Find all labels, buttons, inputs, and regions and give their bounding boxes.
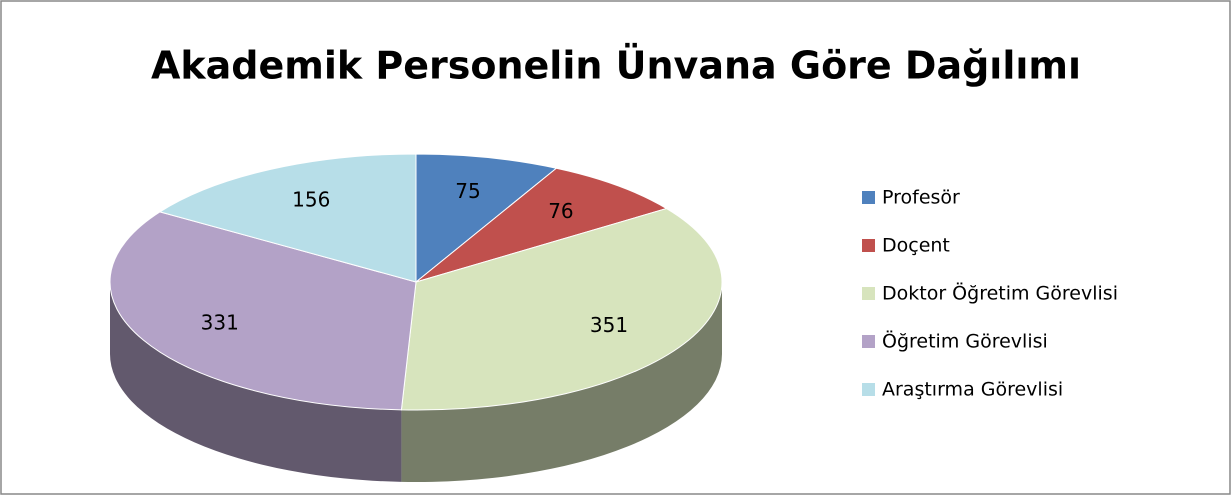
legend-swatch [862, 335, 875, 348]
slice-side [401, 282, 722, 482]
chart-title: Akademik Personelin Ünvana Göre Dağılımı [151, 44, 1081, 88]
data-label: 76 [548, 199, 573, 223]
slice [415, 153, 558, 284]
legend-swatch [862, 239, 875, 252]
legend-label: Araştırma Görevlisi [882, 379, 1063, 401]
legend-swatch [862, 287, 875, 300]
legend-swatch [862, 383, 875, 396]
data-label: 156 [292, 187, 330, 211]
legend-label: Profesör [882, 187, 960, 209]
data-label: 331 [201, 310, 239, 334]
slice-side [110, 282, 402, 482]
legend-label: Öğretim Görevlisi [882, 330, 1048, 353]
slice [158, 153, 417, 283]
slice [400, 207, 723, 411]
legend-label: Doçent [882, 235, 950, 257]
data-label: 351 [590, 313, 628, 337]
legend-swatch [862, 191, 875, 204]
data-label: 75 [455, 179, 480, 203]
slice [415, 167, 668, 283]
legend-label: Doktor Öğretim Görevlisi [882, 282, 1118, 305]
